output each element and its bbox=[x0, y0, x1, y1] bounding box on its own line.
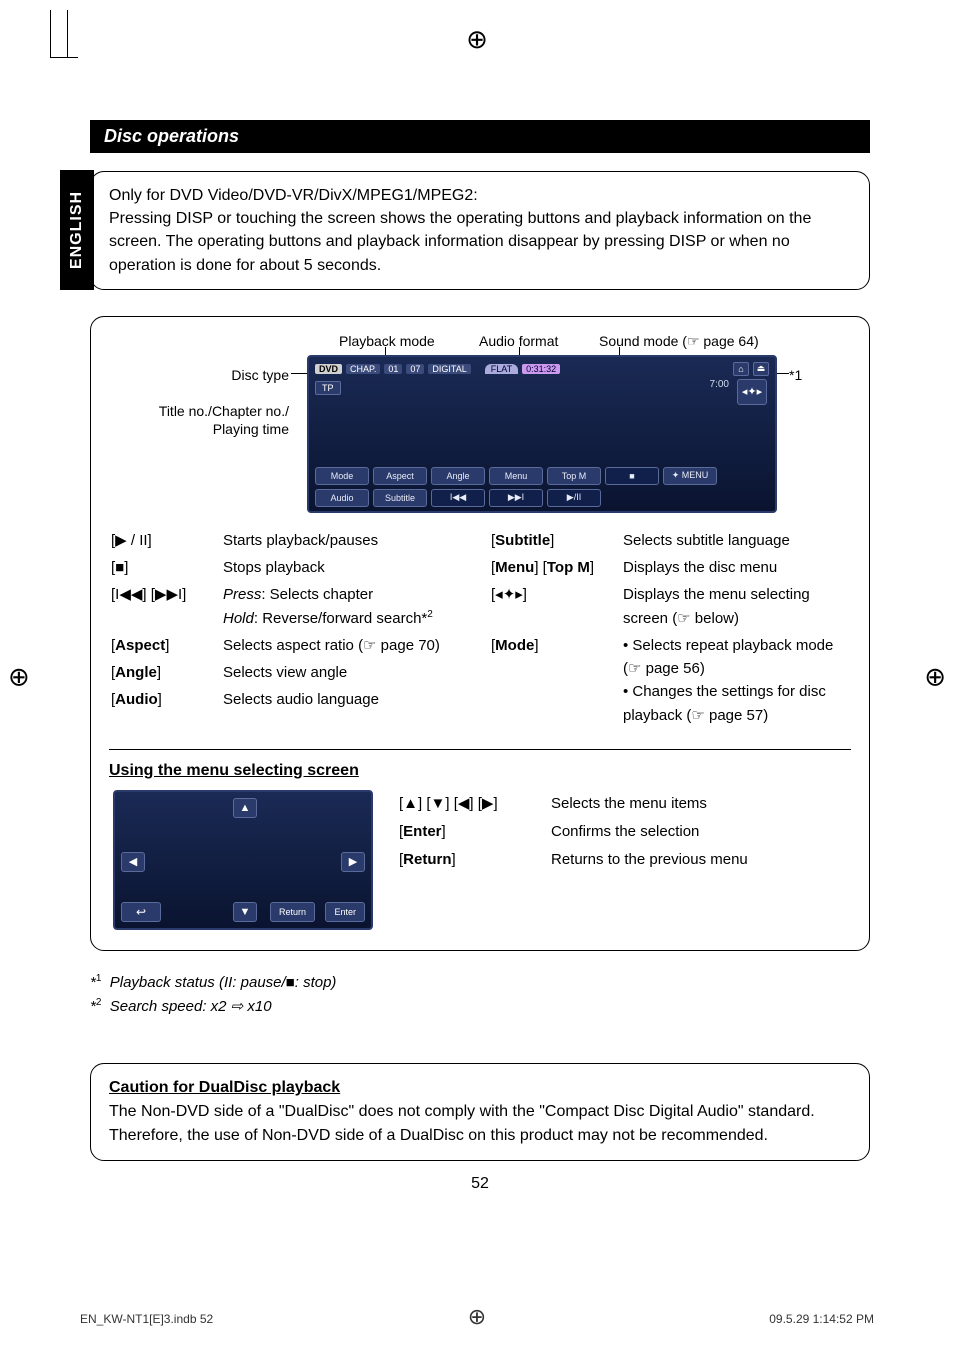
crop-mark bbox=[50, 10, 78, 58]
ms-left: ◀ bbox=[121, 852, 145, 872]
ms-right: ▶ bbox=[341, 852, 365, 872]
control-key: [Enter] bbox=[399, 820, 549, 846]
osd-seg2: 07 bbox=[406, 364, 424, 374]
control-key: [Menu] [Top M] bbox=[491, 556, 621, 581]
control-desc: Returns to the previous menu bbox=[551, 848, 754, 874]
control-key: [■] bbox=[111, 556, 221, 581]
osd-clock: 7:00 bbox=[710, 379, 729, 390]
osd-btn: Top M bbox=[547, 467, 601, 485]
section-header: Disc operations bbox=[90, 120, 870, 153]
control-desc: Starts playback/pauses bbox=[223, 529, 483, 554]
footnote-2: *2 Search speed: x2 ⇨ x10 bbox=[90, 995, 870, 1019]
intro-line2: Pressing DISP or touching the screen sho… bbox=[109, 207, 851, 277]
divider bbox=[109, 749, 851, 750]
control-desc: Confirms the selection bbox=[551, 820, 754, 846]
control-key: [Audio] bbox=[111, 688, 221, 713]
ms-enter: Enter bbox=[325, 902, 365, 922]
control-desc: Selects view angle bbox=[223, 661, 483, 686]
language-tab-label: ENGLISH bbox=[68, 191, 86, 269]
language-tab: ENGLISH bbox=[60, 170, 94, 290]
label-playback-mode: Playback mode bbox=[339, 333, 435, 349]
control-desc: Press: Selects chapterHold: Reverse/forw… bbox=[223, 583, 483, 632]
footer-right: 09.5.29 1:14:52 PM bbox=[769, 1312, 874, 1326]
label-star1: *1 bbox=[789, 367, 802, 383]
control-desc: Displays the menu selecting screen (☞ be… bbox=[623, 583, 849, 632]
ms-return: Return bbox=[270, 902, 315, 922]
osd-tp: TP bbox=[315, 381, 341, 395]
osd-btn: I◀◀ bbox=[431, 489, 485, 507]
osd-btn: Menu bbox=[489, 467, 543, 485]
osd-digital: DIGITAL bbox=[428, 364, 470, 374]
osd-dvd-badge: DVD bbox=[315, 364, 342, 374]
pointer bbox=[777, 373, 789, 374]
controls-left: [▶ / II]Starts playback/pauses[■]Stops p… bbox=[109, 527, 485, 716]
osd-btn: ■ bbox=[605, 467, 659, 485]
label-playing-time: Playing time bbox=[109, 421, 289, 437]
osd-nav: ◂✦▸ bbox=[737, 379, 767, 405]
control-key: [◂✦▸] bbox=[491, 583, 621, 632]
menu-screenshot: ▲ ▼ ◀ ▶ ↩ Return Enter bbox=[113, 790, 373, 930]
registration-mark-left: ⊕ bbox=[8, 662, 30, 693]
intro-line1: Only for DVD Video/DVD-VR/DivX/MPEG1/MPE… bbox=[109, 184, 851, 207]
footnote-1: *1 Playback status (II: pause/■: stop) bbox=[90, 971, 870, 995]
menu-row: ▲ ▼ ◀ ▶ ↩ Return Enter [▲] [▼] [◀] [▶]Se… bbox=[109, 790, 851, 930]
controls-right: [Subtitle]Selects subtitle language[Menu… bbox=[489, 527, 851, 731]
osd-btn: ▶▶I bbox=[489, 489, 543, 507]
control-key: [Return] bbox=[399, 848, 549, 874]
menu-section-title: Using the menu selecting screen bbox=[109, 762, 851, 780]
caution-body: The Non-DVD side of a "DualDisc" does no… bbox=[109, 1100, 851, 1148]
page-content: Disc operations Only for DVD Video/DVD-V… bbox=[90, 120, 870, 1193]
controls-table: [▶ / II]Starts playback/pauses[■]Stops p… bbox=[109, 527, 851, 731]
osd-flat: FLAT bbox=[485, 364, 518, 374]
control-key: [Aspect] bbox=[111, 634, 221, 659]
menu-desc-table: [▲] [▼] [◀] [▶]Selects the menu items[En… bbox=[397, 790, 756, 876]
control-key: [Subtitle] bbox=[491, 529, 621, 554]
osd-chap: CHAP. bbox=[346, 364, 380, 374]
ms-back: ↩ bbox=[121, 902, 161, 922]
osd-button-rows: Mode Aspect Angle Menu Top M ■ ✦ MENU Au… bbox=[315, 467, 769, 507]
osd-btn: ▶/II bbox=[547, 489, 601, 507]
osd-icon1: ⌂ bbox=[733, 362, 749, 376]
osd-eject: ⏏ bbox=[753, 362, 769, 376]
control-key: [I◀◀] [▶▶I] bbox=[111, 583, 221, 632]
control-key: [Angle] bbox=[111, 661, 221, 686]
intro-box: Only for DVD Video/DVD-VR/DivX/MPEG1/MPE… bbox=[90, 171, 870, 290]
registration-mark-bottom: ⊕ bbox=[468, 1304, 486, 1330]
registration-mark-right: ⊕ bbox=[924, 662, 946, 693]
osd-btn: Angle bbox=[431, 467, 485, 485]
osd-btn: ✦ MENU bbox=[663, 467, 717, 485]
pointer bbox=[291, 373, 307, 374]
ms-down: ▼ bbox=[233, 902, 257, 922]
osd-btn: Audio bbox=[315, 489, 369, 507]
registration-mark-top: ⊕ bbox=[466, 24, 488, 55]
control-desc: Selects aspect ratio (☞ page 70) bbox=[223, 634, 483, 659]
control-key: [Mode] bbox=[491, 634, 621, 729]
control-desc: • Selects repeat playback mode (☞ page 5… bbox=[623, 634, 849, 729]
ms-up: ▲ bbox=[233, 798, 257, 818]
osd-btn: Aspect bbox=[373, 467, 427, 485]
page-number: 52 bbox=[90, 1175, 870, 1193]
osd-btn: Subtitle bbox=[373, 489, 427, 507]
footer-left: EN_KW-NT1[E]3.indb 52 bbox=[80, 1312, 213, 1326]
caution-title: Caution for DualDisc playback bbox=[109, 1076, 851, 1100]
footnotes: *1 Playback status (II: pause/■: stop) *… bbox=[90, 971, 870, 1019]
osd-btn: Mode bbox=[315, 467, 369, 485]
label-title-chapter: Title no./Chapter no./ bbox=[109, 403, 289, 419]
caution-box: Caution for DualDisc playback The Non-DV… bbox=[90, 1063, 870, 1161]
print-footer: EN_KW-NT1[E]3.indb 52 ⊕ 09.5.29 1:14:52 … bbox=[80, 1312, 874, 1326]
osd-seg1: 01 bbox=[384, 364, 402, 374]
control-key: [▲] [▼] [◀] [▶] bbox=[399, 792, 549, 818]
control-desc: Stops playback bbox=[223, 556, 483, 581]
label-disc-type: Disc type bbox=[149, 367, 289, 383]
callout-area: Playback mode Audio format Sound mode (☞… bbox=[109, 333, 851, 513]
control-key: [▶ / II] bbox=[111, 529, 221, 554]
label-sound-mode: Sound mode (☞ page 64) bbox=[599, 333, 759, 350]
osd-screenshot: DVD CHAP. 01 07 DIGITAL FLAT 0:31:32 ⌂ ⏏… bbox=[307, 355, 777, 513]
main-box: Playback mode Audio format Sound mode (☞… bbox=[90, 316, 870, 951]
control-desc: Selects audio language bbox=[223, 688, 483, 713]
control-desc: Selects subtitle language bbox=[623, 529, 849, 554]
osd-elapsed: 0:31:32 bbox=[522, 364, 560, 374]
control-desc: Displays the disc menu bbox=[623, 556, 849, 581]
control-desc: Selects the menu items bbox=[551, 792, 754, 818]
